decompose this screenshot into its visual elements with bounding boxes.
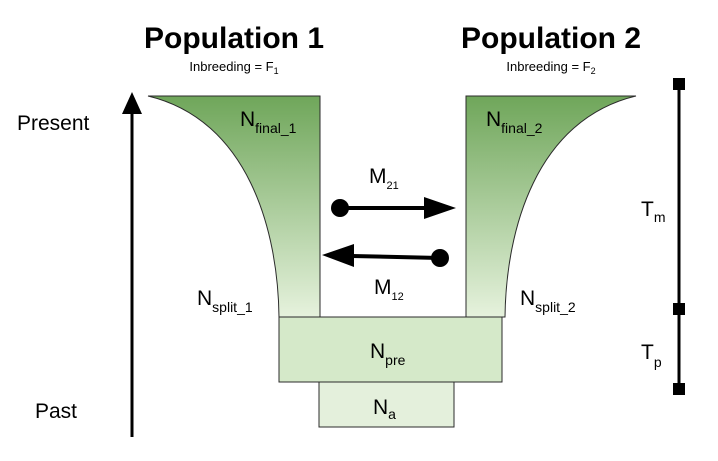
population-1-title: Population 1 [144, 22, 324, 55]
tm-label: Tm [641, 198, 666, 225]
time-scale-bar [673, 78, 685, 395]
pre-split-block [278, 316, 503, 383]
migration-arrow-1-to-2 [331, 197, 456, 219]
n-split-1-label: Nsplit_1 [197, 287, 253, 315]
n-final-2-label: Nfinal_2 [486, 108, 543, 136]
n-a-label: Na [373, 396, 396, 422]
population-1-trumpet [147, 95, 321, 318]
n-split-2-label: Nsplit_2 [520, 287, 576, 315]
ancestral-root-block [318, 381, 455, 428]
time-axis-arrow [122, 92, 142, 437]
n-pre-label: Npre [370, 340, 406, 368]
present-label: Present [17, 112, 90, 135]
population-1-inbreeding-label: Inbreeding = F1 [189, 59, 278, 76]
population-2-inbreeding-label: Inbreeding = F2 [506, 59, 595, 76]
m12-label: M12 [374, 276, 404, 303]
past-label: Past [35, 400, 77, 423]
m21-label: M21 [369, 165, 399, 192]
population-2-trumpet [465, 95, 637, 318]
population-2-title: Population 2 [461, 22, 641, 55]
n-final-1-label: Nfinal_1 [240, 108, 297, 136]
tp-label: Tp [641, 341, 662, 370]
migration-arrow-2-to-1 [322, 244, 449, 267]
